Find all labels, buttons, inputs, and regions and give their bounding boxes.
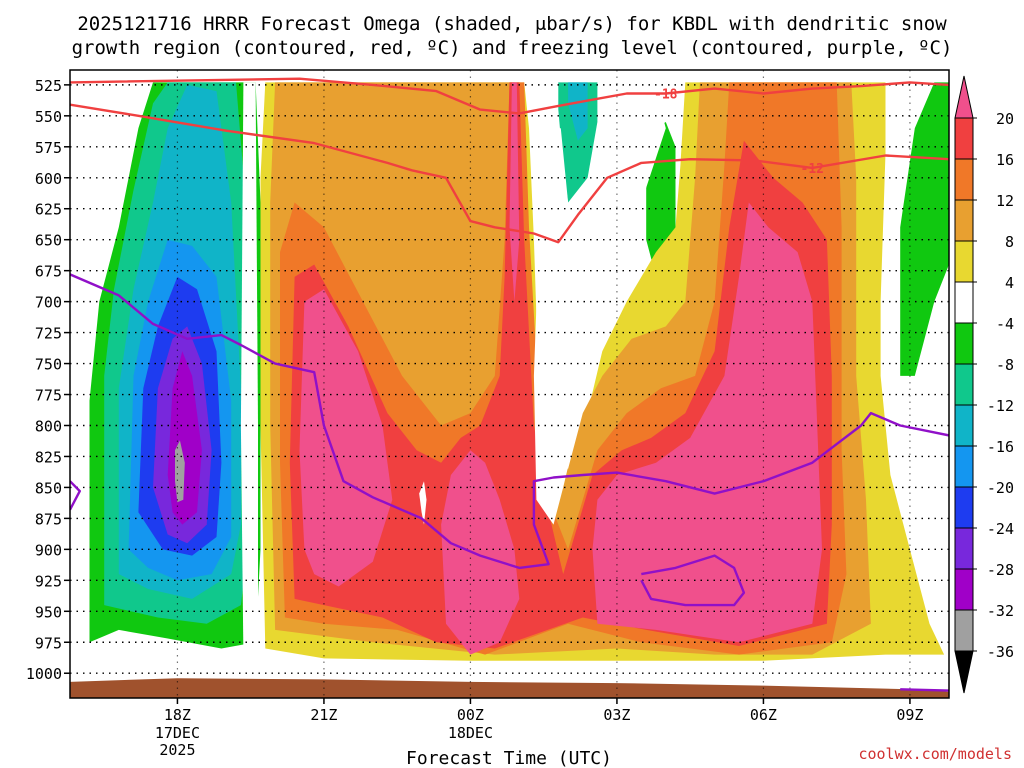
y-tick-label-750: 750 [35, 356, 62, 374]
contour-freezing-level-bottom [900, 688, 949, 692]
x-tick-label-21Z: 21Z [310, 706, 337, 724]
colorbar-swatch-10 [954, 527, 974, 570]
colorbar-label-12: -32 [987, 602, 1014, 620]
x-tick-label-03Z: 03Z [603, 706, 630, 724]
y-tick-label-975: 975 [35, 634, 62, 652]
y-tick-label-575: 575 [35, 139, 62, 157]
y-tick-label-700: 700 [35, 294, 62, 312]
colorbar-swatch-2 [954, 199, 974, 242]
colorbar-swatch-9 [954, 486, 974, 529]
colorbar-label-5: -4 [996, 315, 1014, 333]
x-tick-year-18Z: 2025 [159, 741, 195, 759]
y-tick-label-925: 925 [35, 572, 62, 590]
y-tick-label-625: 625 [35, 201, 62, 219]
contour-freezing-level-inner [640, 554, 746, 607]
contour-label-dgz-top: -18 [654, 88, 678, 103]
colorbar-label-8: -16 [987, 438, 1014, 456]
chart-title-line-2: growth region (contoured, red, ºC) and f… [72, 37, 953, 59]
colorbar-label-0: 20 [996, 110, 1014, 128]
x-tick-date-00Z: 18DEC [448, 724, 493, 742]
omega-region-band-green-right-b [900, 82, 949, 376]
plot-frame [69, 69, 950, 699]
colorbar-swatch-8 [954, 445, 974, 488]
colorbar-label-11: -28 [987, 561, 1014, 579]
x-axis-label: Forecast Time (UTC) [406, 748, 612, 768]
colorbar-top-arrow [954, 75, 974, 119]
colorbar-swatch-12 [954, 609, 974, 652]
colorbar-swatch-5 [954, 322, 974, 365]
omega-region-band-1-pink [299, 289, 393, 587]
colorbar-swatch-7 [954, 404, 974, 447]
colorbar-label-6: -8 [996, 356, 1014, 374]
colorbar-label-1: 16 [996, 151, 1014, 169]
colorbar-label-10: -24 [987, 520, 1014, 538]
credit-text: coolwx.com/models [858, 745, 1012, 763]
temperature-contours: -18 -12 [70, 77, 949, 692]
omega-region-band-teal-upper [558, 82, 598, 203]
omega-region-band-1-pink-c [509, 82, 520, 302]
y-tick-label-800: 800 [35, 417, 62, 435]
x-tick-label-00Z: 00Z [457, 706, 484, 724]
colorbar-label-4: 4 [1005, 274, 1014, 292]
colorbar-label-7: -12 [987, 397, 1014, 415]
contour-freezing-level [70, 273, 949, 570]
y-tick-label-775: 775 [35, 387, 62, 405]
y-tick-label-850: 850 [35, 479, 62, 497]
y-tick-label-600: 600 [35, 170, 62, 188]
x-tick-date-18Z: 17DEC [155, 724, 200, 742]
x-tick-label-09Z: 09Z [896, 706, 923, 724]
omega-region-band-white-gap-b [533, 91, 666, 525]
colorbar-swatch-0 [954, 117, 974, 160]
colorbar-label-9: -20 [987, 479, 1014, 497]
y-tick-label-950: 950 [35, 603, 62, 621]
chart-title-line-1: 2025121716 HRRR Forecast Omega (shaded, … [77, 13, 947, 35]
omega-region-band-white-gap-a [240, 82, 258, 655]
terrain-ground [70, 678, 949, 698]
y-tick-label-825: 825 [35, 448, 62, 466]
omega-region-band-1-pink-d [592, 202, 822, 643]
y-tick-label-875: 875 [35, 510, 62, 528]
colorbar-swatch-1 [954, 158, 974, 201]
colorbar-swatch-11 [954, 568, 974, 611]
colorbar-swatch-3 [954, 240, 974, 283]
contour-dgz-top [70, 77, 949, 115]
omega-region-band-1-pink-b [441, 450, 520, 655]
y-tick-label-675: 675 [35, 263, 62, 281]
omega-region-band-white-gap-c [419, 481, 427, 525]
y-tick-label-650: 650 [35, 232, 62, 250]
y-tick-label-550: 550 [35, 108, 62, 126]
y-tick-label-525: 525 [35, 77, 62, 95]
contour-label-dgz-bottom: -12 [801, 162, 824, 177]
colorbar-label-13: -36 [987, 643, 1014, 661]
colorbar-swatch-6 [954, 363, 974, 406]
contour-dgz-bottom [70, 103, 949, 244]
y-tick-label-900: 900 [35, 541, 62, 559]
omega-region-band-cyan-upper [568, 82, 588, 141]
colorbar-label-2: 12 [996, 192, 1014, 210]
contour-freezing-level-edge [70, 480, 82, 511]
x-tick-label-18Z: 18Z [164, 706, 191, 724]
pressure-axis: 525 550 575 600 625 650 675 700 725 750 775 800 825 8… [26, 77, 70, 683]
colorbar-swatch-4 [954, 281, 974, 324]
y-tick-label-725: 725 [35, 325, 62, 343]
shaded-omega-field [70, 70, 949, 698]
colorbar-bottom-arrow [954, 650, 974, 694]
colorbar-label-3: 8 [1005, 233, 1014, 251]
colorbar: 20 16 12 8 4 -4 -8 -12 -16 -20 -24 -28 -32 -36 [954, 75, 1014, 694]
x-tick-label-06Z: 06Z [750, 706, 777, 724]
y-tick-label-1000: 1000 [26, 665, 62, 683]
